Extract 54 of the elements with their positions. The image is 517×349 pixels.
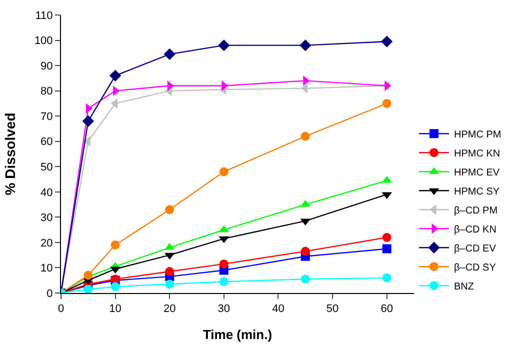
legend-label: β–CD EV bbox=[454, 244, 496, 254]
y-tick-label: 80 bbox=[40, 86, 53, 98]
point bbox=[165, 280, 174, 289]
y-tick-label: 70 bbox=[40, 110, 53, 123]
point bbox=[382, 232, 392, 242]
x-axis-title: Time (min.) bbox=[202, 326, 272, 342]
y-tick-label: 10 bbox=[40, 262, 53, 275]
y-tick-label: 30 bbox=[40, 212, 53, 224]
point bbox=[382, 273, 392, 282]
y-tick-label: 0 bbox=[46, 288, 53, 300]
x-tick-label: 60 bbox=[380, 303, 393, 316]
x-tick-label: 30 bbox=[218, 303, 230, 316]
point bbox=[382, 244, 392, 254]
y-tick-label: 100 bbox=[34, 35, 53, 48]
legend-label: β–CD KN bbox=[454, 224, 496, 236]
point bbox=[381, 36, 393, 48]
legend-label: β–CD SY bbox=[454, 262, 496, 274]
point bbox=[300, 83, 308, 94]
point bbox=[300, 132, 310, 141]
x-tick-label: 50 bbox=[326, 303, 339, 316]
point bbox=[84, 284, 93, 293]
y-tick-label: 20 bbox=[40, 237, 53, 250]
point bbox=[109, 70, 122, 82]
point bbox=[219, 167, 228, 176]
x-tick-label: 0 bbox=[58, 303, 64, 316]
y-tick-label: 60 bbox=[40, 136, 53, 148]
y-tick-label: 90 bbox=[40, 60, 53, 72]
point bbox=[110, 240, 120, 250]
point bbox=[82, 115, 94, 127]
y-tick-label: 40 bbox=[40, 186, 53, 199]
point bbox=[300, 39, 312, 52]
x-tick-label: 10 bbox=[109, 303, 122, 316]
legend-label: HPMC EV bbox=[454, 168, 500, 178]
point bbox=[300, 246, 310, 256]
point bbox=[165, 205, 174, 214]
legend-label: HPMC KN bbox=[454, 148, 500, 160]
point bbox=[219, 277, 228, 286]
point bbox=[110, 282, 120, 292]
point bbox=[382, 98, 392, 108]
point bbox=[300, 274, 310, 284]
y-axis-title: % Dissolved bbox=[2, 112, 18, 196]
point bbox=[164, 48, 176, 60]
legend-label: β–CD PM bbox=[454, 206, 498, 216]
x-tick-label: 40 bbox=[272, 303, 284, 316]
x-tick-label: 20 bbox=[163, 303, 176, 316]
y-tick-label: 110 bbox=[35, 10, 53, 22]
point bbox=[218, 39, 230, 52]
point bbox=[165, 267, 174, 276]
point bbox=[219, 259, 228, 268]
legend-label: HPMC SY bbox=[454, 186, 500, 198]
point bbox=[167, 80, 174, 91]
y-tick-label: 50 bbox=[40, 161, 53, 174]
legend-label: BNZ bbox=[454, 282, 474, 292]
legend-label: HPMC PM bbox=[454, 130, 502, 140]
